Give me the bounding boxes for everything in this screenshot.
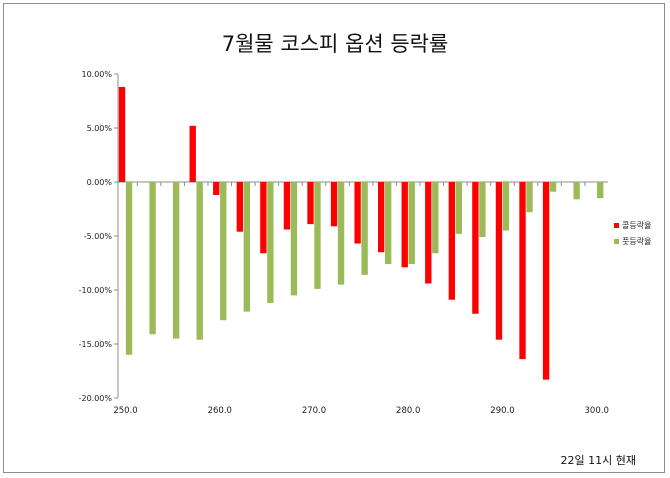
call-bar <box>213 182 220 195</box>
put-bar <box>597 182 604 199</box>
y-tick-label: 0.00% <box>87 178 113 187</box>
put-bar <box>314 182 321 289</box>
call-bar <box>189 125 196 182</box>
y-tick-label: -15.00% <box>79 340 113 349</box>
call-bar <box>354 182 361 244</box>
call-bar <box>307 182 314 225</box>
put-bar <box>361 182 368 275</box>
put-bar <box>196 182 203 340</box>
chart-frame <box>3 3 665 473</box>
put-bar <box>432 182 439 254</box>
y-tick-label: -20.00% <box>79 394 113 403</box>
timestamp-footnote: 22일 11시 현재 <box>560 454 636 467</box>
y-tick-label: 5.00% <box>87 124 113 133</box>
y-tick-label: -10.00% <box>79 286 113 295</box>
put-bar <box>172 182 180 339</box>
x-tick-label: 280.0 <box>396 406 420 416</box>
call-bar <box>330 182 338 227</box>
legend-label-call: 콜등락율 <box>622 220 651 230</box>
call-bar <box>118 86 126 182</box>
put-bar <box>384 182 392 265</box>
call-bar <box>472 182 479 314</box>
x-tick-label: 250.0 <box>113 406 137 416</box>
put-bar <box>220 182 227 321</box>
call-bar <box>495 182 503 340</box>
call-bar <box>425 182 432 284</box>
put-bar <box>243 182 251 312</box>
call-bar <box>542 182 550 380</box>
put-bar <box>549 182 557 192</box>
legend-label-put: 풋등락율 <box>622 236 651 246</box>
put-bar <box>573 182 580 200</box>
chart-title: 7월물 코스피 옵션 등락률 <box>221 32 449 56</box>
call-bar <box>448 182 456 300</box>
y-tick-label: -5.00% <box>84 232 113 241</box>
call-bar <box>519 182 526 360</box>
put-bar <box>337 182 345 285</box>
put-bar <box>479 182 486 238</box>
call-bar <box>401 182 408 268</box>
call-bar <box>377 182 385 253</box>
x-tick-label: 290.0 <box>490 406 514 416</box>
legend-swatch-call <box>614 223 619 228</box>
legend-swatch-put <box>614 239 619 244</box>
x-tick-label: 300.0 <box>585 406 609 416</box>
call-bar <box>260 182 267 254</box>
x-tick-label: 270.0 <box>302 406 326 416</box>
put-bar <box>267 182 274 303</box>
put-bar <box>502 182 510 231</box>
y-tick-label: 10.00% <box>81 70 112 79</box>
call-bar <box>236 182 244 232</box>
put-bar <box>455 182 463 234</box>
put-bar <box>125 182 133 355</box>
put-bar <box>526 182 533 213</box>
put-bar <box>408 182 415 265</box>
put-bar <box>149 182 156 335</box>
call-bar <box>283 182 291 230</box>
x-tick-label: 260.0 <box>208 406 232 416</box>
put-bar <box>290 182 298 296</box>
